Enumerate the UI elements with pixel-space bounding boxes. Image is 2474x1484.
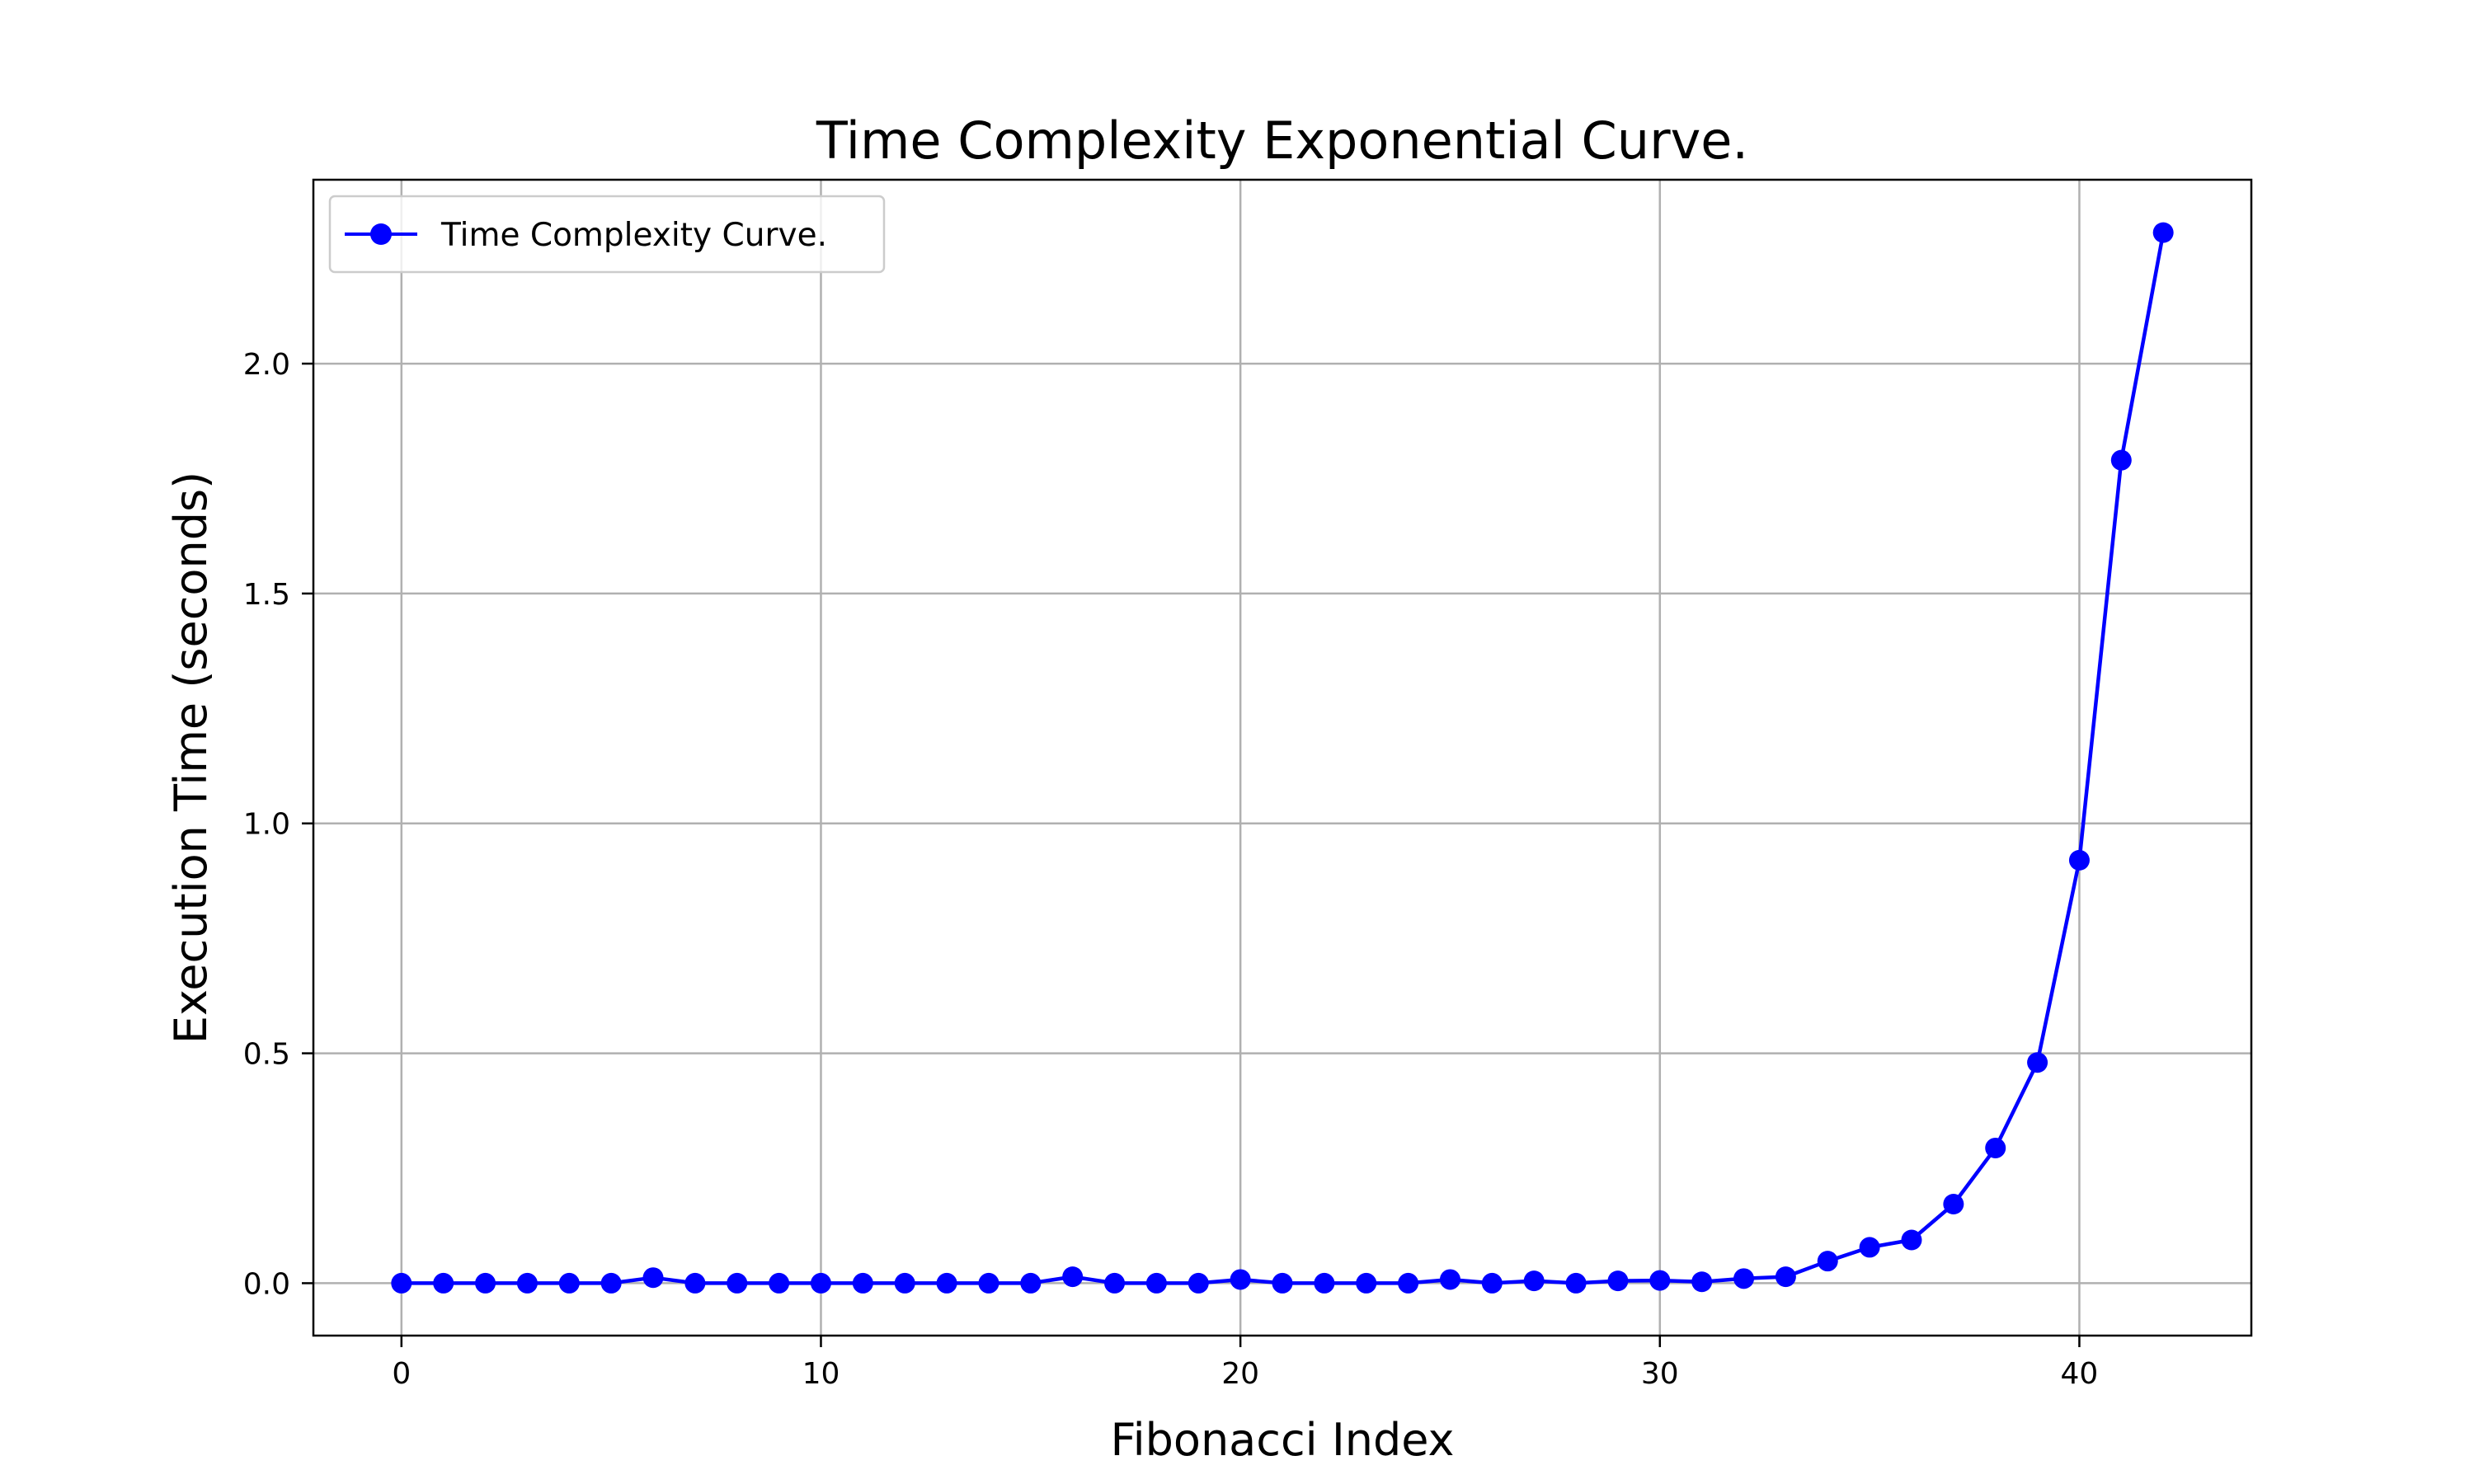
plot-frame	[312, 178, 2253, 1337]
data-point	[433, 1272, 454, 1294]
data-point	[1314, 1272, 1335, 1294]
data-point	[1062, 1266, 1084, 1288]
legend: Time Complexity Curve.	[328, 195, 886, 274]
data-point	[1985, 1137, 2006, 1158]
data-point	[1691, 1271, 1713, 1293]
x-tick-label: 20	[1221, 1357, 1259, 1391]
series-layer	[391, 222, 2174, 1294]
data-point	[1230, 1269, 1251, 1290]
series-line	[401, 232, 2166, 1285]
data-point	[769, 1272, 790, 1294]
data-point	[2152, 222, 2174, 243]
y-tick-label: 2.0	[243, 348, 290, 382]
legend-entry-label: Time Complexity Curve.	[440, 217, 827, 254]
chart-title: Time Complexity Exponential Curve.	[816, 110, 1748, 171]
data-point	[1775, 1266, 1796, 1288]
y-tick-label: 1.0	[243, 808, 290, 842]
data-point	[852, 1272, 873, 1294]
data-point	[1733, 1268, 1755, 1289]
data-point	[727, 1272, 748, 1294]
data-point	[1901, 1229, 1922, 1251]
data-point	[1272, 1272, 1293, 1294]
y-tick-label: 0.0	[243, 1267, 290, 1301]
x-axis-label: Fibonacci Index	[1111, 1414, 1455, 1466]
data-point	[2110, 449, 2132, 471]
legend-marker-swatch	[370, 223, 392, 245]
y-axis-label: Execution Time (seconds)	[165, 472, 217, 1044]
data-point	[600, 1272, 622, 1294]
legend-box	[328, 195, 886, 274]
data-point	[1523, 1270, 1545, 1292]
data-point	[475, 1272, 496, 1294]
data-point	[1607, 1270, 1629, 1292]
data-point	[978, 1272, 999, 1294]
data-point	[810, 1272, 831, 1294]
data-point	[1145, 1272, 1167, 1294]
data-point	[1188, 1272, 1209, 1294]
grid	[313, 180, 2251, 1336]
ticks: 0 10 20 30 40 0.0 0.5 1.0 1.5 2.0	[243, 348, 2099, 1391]
data-point	[391, 1272, 412, 1294]
data-point	[1398, 1272, 1419, 1294]
data-point	[1481, 1272, 1503, 1294]
data-point	[1565, 1272, 1587, 1294]
data-point	[516, 1272, 538, 1294]
data-point	[2068, 849, 2090, 871]
data-point	[642, 1267, 664, 1289]
data-point	[1020, 1272, 1042, 1294]
x-tick-label: 30	[1641, 1357, 1679, 1391]
x-tick-label: 40	[2061, 1357, 2099, 1391]
data-point	[1943, 1194, 1964, 1215]
data-point	[894, 1272, 915, 1294]
data-point	[2027, 1052, 2048, 1073]
x-tick-label: 0	[392, 1357, 411, 1391]
data-point	[1817, 1251, 1838, 1272]
data-point	[1859, 1237, 1880, 1258]
y-tick-label: 1.5	[243, 578, 290, 612]
data-point	[1104, 1272, 1126, 1294]
data-point	[684, 1272, 706, 1294]
y-tick-label: 0.5	[243, 1038, 290, 1072]
data-point	[1439, 1269, 1460, 1290]
x-tick-label: 10	[802, 1357, 840, 1391]
data-point	[1356, 1272, 1377, 1294]
data-point	[558, 1272, 580, 1294]
data-point	[936, 1272, 957, 1294]
data-point	[1649, 1270, 1671, 1291]
